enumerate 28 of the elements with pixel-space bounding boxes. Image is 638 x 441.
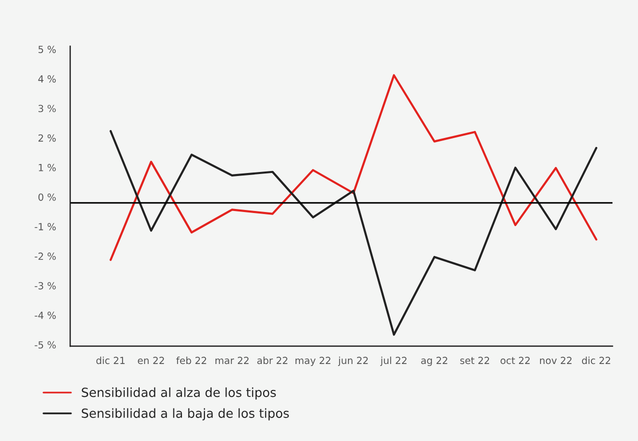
y-tick-label: 1 % [38,164,56,172]
y-tick-label: -4 % [34,312,56,319]
y-tick-label: 0 % [38,193,56,201]
y-tick-label: 5 % [38,46,56,54]
x-tick-label: may 22 [296,356,330,366]
x-tick-label: oct 22 [500,356,530,364]
line-series [110,130,598,336]
x-tick-label: jun 22 [338,356,368,366]
x-tick-label: abr 22 [257,356,288,364]
x-tick-label: feb 22 [176,356,206,364]
x-tick-label: ag 22 [421,356,448,366]
y-tick-label: 4 % [38,75,56,83]
x-tick-label: nov 22 [540,356,572,364]
x-tick-label: dic 22 [582,356,610,364]
line-series [110,74,598,261]
x-tick-label: set 22 [460,356,490,364]
y-tick-label: -5 % [34,341,56,349]
y-tick-label: -3 % [34,282,56,290]
x-tick-label: dic 21 [96,356,125,364]
y-tick-label: -2 % [34,252,56,260]
x-tick-label: jul 22 [380,356,406,366]
x-tick-label: mar 22 [216,356,249,364]
legend-label: Sensibilidad al alza de los tipos [82,387,276,400]
legend-label: Sensibilidad a la baja de los tipos [82,408,289,420]
y-tick-label: 2 % [38,134,56,142]
x-tick-label: en 22 [138,356,164,364]
y-tick-label: 3 % [38,104,56,112]
y-tick-label: -1 % [34,223,56,230]
